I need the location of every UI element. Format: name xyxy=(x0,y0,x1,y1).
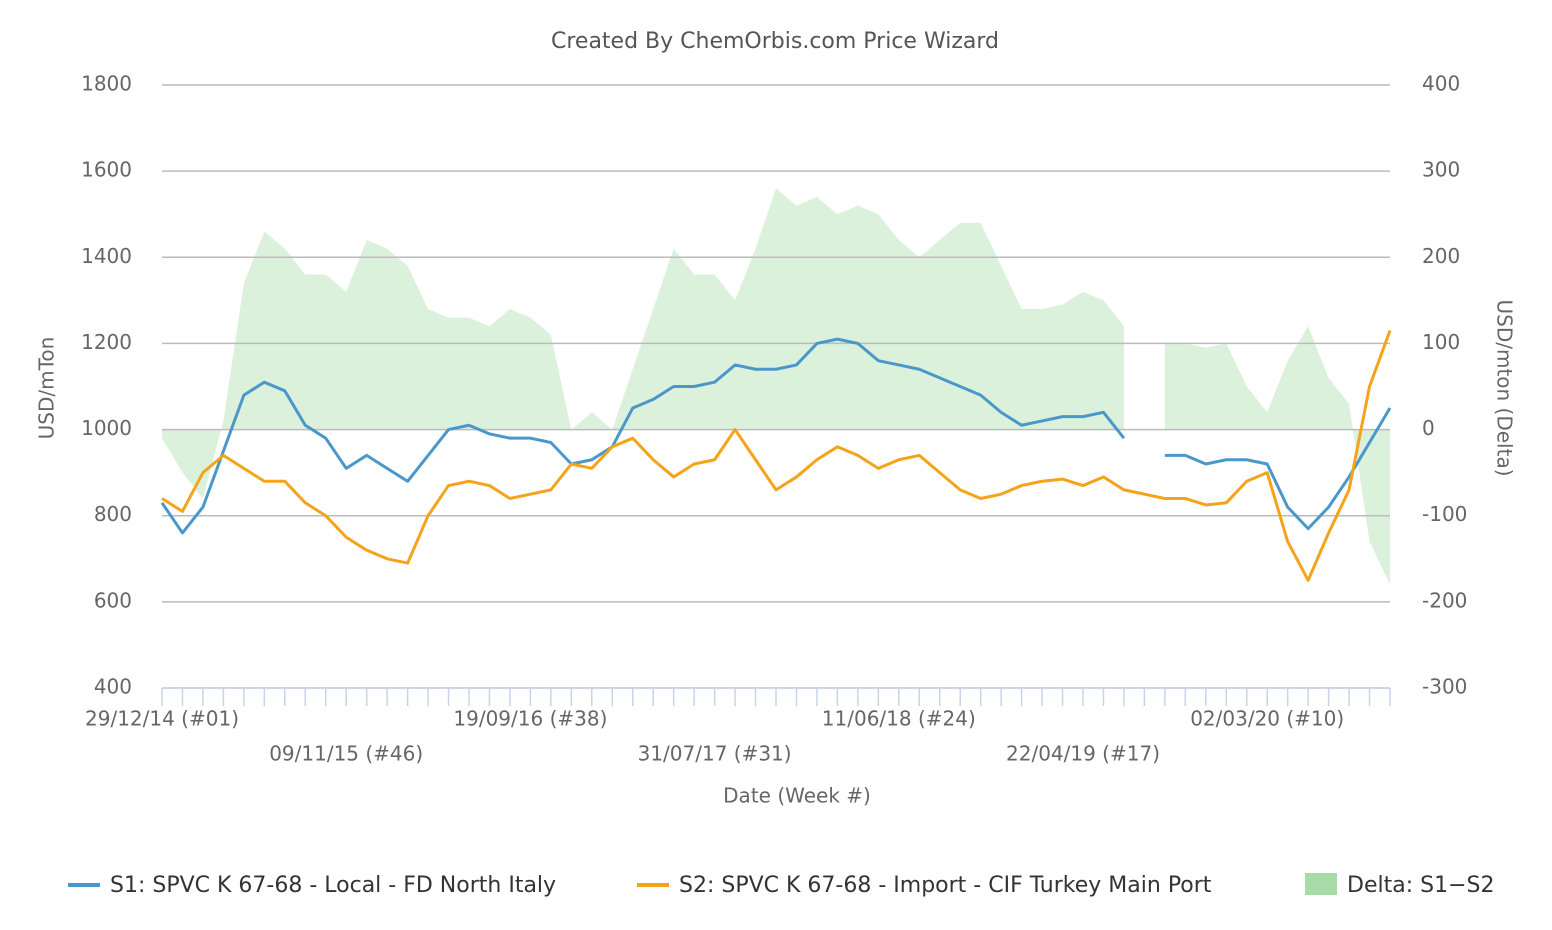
x-tick-label: 19/09/16 (#38) xyxy=(453,707,607,731)
x-tick-label: 29/12/14 (#01) xyxy=(85,707,239,731)
y2-tick-label: -100 xyxy=(1422,502,1467,526)
series-line xyxy=(160,337,1126,535)
y2-tick-label: 400 xyxy=(1422,72,1460,96)
y2-tick-label: 0 xyxy=(1422,416,1435,440)
y2-tick-label: -200 xyxy=(1422,588,1467,612)
x-tick-label: 22/04/19 (#17) xyxy=(1006,742,1160,766)
axis-layer: 40060080010001200140016001800-300-200-10… xyxy=(68,72,1494,898)
delta-area xyxy=(1164,326,1390,585)
y2-tick-label: 100 xyxy=(1422,330,1460,354)
x-tick-label: 09/11/15 (#46) xyxy=(269,742,423,766)
y-tick-label: 600 xyxy=(94,588,132,612)
y-tick-label: 1800 xyxy=(81,72,132,96)
x-axis-title: Date (Week #) xyxy=(723,784,871,808)
series-line xyxy=(161,329,1392,582)
y-tick-label: 400 xyxy=(94,675,132,699)
x-tick-label: 11/06/18 (#24) xyxy=(822,707,976,731)
legend-swatch xyxy=(1305,873,1337,895)
y2-axis-title: USD/mton (Delta) xyxy=(1493,299,1517,476)
y2-tick-label: -300 xyxy=(1422,675,1467,699)
y-tick-label: 1200 xyxy=(81,330,132,354)
y-tick-label: 1600 xyxy=(81,158,132,182)
y-axis-title: USD/mTon xyxy=(35,337,59,440)
legend-label: S1: SPVC K 67-68 - Local - FD North Ital… xyxy=(110,873,556,898)
y-tick-label: 1000 xyxy=(81,416,132,440)
line-layer xyxy=(160,329,1392,582)
chart-title: Created By ChemOrbis.com Price Wizard xyxy=(551,29,999,54)
legend-label: S2: SPVC K 67-68 - Import - CIF Turkey M… xyxy=(679,873,1212,898)
x-tick-label: 31/07/17 (#31) xyxy=(638,742,792,766)
y-tick-label: 800 xyxy=(94,502,132,526)
area-layer xyxy=(162,188,1390,585)
y2-tick-label: 200 xyxy=(1422,244,1460,268)
y2-tick-label: 300 xyxy=(1422,158,1460,182)
x-tick-label: 02/03/20 (#10) xyxy=(1190,707,1344,731)
legend-label: Delta: S1−S2 xyxy=(1347,873,1494,898)
y-tick-label: 1400 xyxy=(81,244,132,268)
